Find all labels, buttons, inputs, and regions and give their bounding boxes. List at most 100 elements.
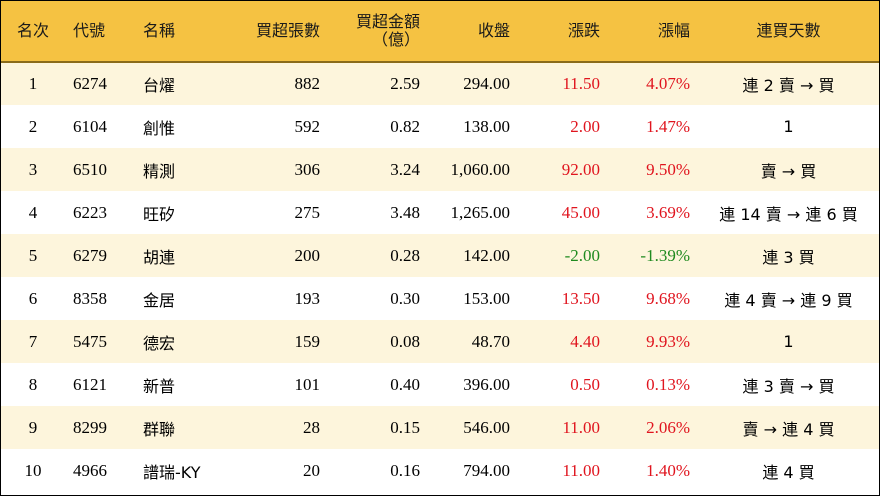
table-header-row: 名次 代號 名稱 買超張數 買超金額 （億） 收盤 漲跌 漲幅 連買天數 xyxy=(1,1,879,63)
cell-net-buy-lots: 20 xyxy=(303,460,320,480)
cell-change-pct: 0.13% xyxy=(646,374,690,394)
table-row[interactable]: 4 6223 旺矽 275 3.48 1,265.00 45.00 3.69% … xyxy=(1,191,879,234)
cell-streak: 連 14 賣 → 連 6 買 xyxy=(719,204,858,224)
cell-code: 5475 xyxy=(73,331,107,351)
cell-rank: 5 xyxy=(28,245,38,265)
cell-change: 92.00 xyxy=(561,159,600,179)
cell-change: 4.40 xyxy=(570,331,600,351)
cell-change: 13.50 xyxy=(561,288,600,308)
cell-streak: 連 2 賣 → 買 xyxy=(742,76,835,95)
header-change-pct[interactable]: 漲幅 xyxy=(608,1,698,63)
cell-net-buy-lots: 193 xyxy=(294,288,321,308)
cell-name: 胡連 xyxy=(143,247,176,267)
cell-streak: 連 3 賣 → 買 xyxy=(742,376,835,396)
header-net-buy-amount-line1: 買超金額 xyxy=(355,12,420,31)
cell-net-buy-amount: 3.48 xyxy=(390,202,420,222)
cell-code: 6279 xyxy=(73,245,107,265)
cell-change-pct: 3.69% xyxy=(646,202,690,222)
table-row[interactable]: 7 5475 德宏 159 0.08 48.70 4.40 9.93% 1 xyxy=(1,320,879,363)
cell-net-buy-amount: 3.24 xyxy=(390,159,420,179)
table-row[interactable]: 2 6104 創惟 592 0.82 138.00 2.00 1.47% 1 xyxy=(1,105,879,148)
table-row[interactable]: 9 8299 群聯 28 0.15 546.00 11.00 2.06% 賣 →… xyxy=(1,406,879,449)
cell-rank: 8 xyxy=(28,374,38,394)
cell-close: 153.00 xyxy=(463,288,510,308)
cell-code: 6274 xyxy=(73,74,107,93)
cell-code: 6223 xyxy=(73,202,107,222)
cell-rank: 1 xyxy=(28,74,38,93)
cell-change: 11.00 xyxy=(562,460,600,480)
cell-net-buy-lots: 200 xyxy=(294,245,321,265)
cell-code: 6510 xyxy=(73,159,107,179)
header-streak[interactable]: 連買天數 xyxy=(698,1,879,63)
cell-rank: 6 xyxy=(28,288,38,308)
cell-rank: 3 xyxy=(28,159,38,179)
cell-change: 11.00 xyxy=(562,417,600,437)
table-row[interactable]: 6 8358 金居 193 0.30 153.00 13.50 9.68% 連 … xyxy=(1,277,879,320)
cell-rank: 4 xyxy=(28,202,38,222)
cell-net-buy-lots: 101 xyxy=(294,374,321,394)
cell-name: 群聯 xyxy=(143,419,176,439)
cell-rank: 9 xyxy=(28,417,38,437)
cell-net-buy-amount: 0.16 xyxy=(390,460,420,480)
cell-close: 138.00 xyxy=(463,116,510,136)
table-row[interactable]: 1 6274 台燿 882 2.59 294.00 11.50 4.07% 連 … xyxy=(1,62,879,105)
table-row[interactable]: 5 6279 胡連 200 0.28 142.00 -2.00 -1.39% 連… xyxy=(1,234,879,277)
cell-name: 金居 xyxy=(143,290,176,310)
cell-rank: 7 xyxy=(28,331,38,351)
table-row[interactable]: 10 4966 譜瑞-KY 20 0.16 794.00 11.00 1.40%… xyxy=(1,449,879,492)
cell-rank: 10 xyxy=(24,460,42,480)
cell-code: 8358 xyxy=(73,288,107,308)
cell-change-pct: 4.07% xyxy=(646,74,690,93)
header-change[interactable]: 漲跌 xyxy=(518,1,608,63)
cell-streak: 連 3 買 xyxy=(762,247,815,267)
cell-net-buy-lots: 306 xyxy=(294,159,321,179)
cell-code: 6104 xyxy=(73,116,107,136)
cell-change: -2.00 xyxy=(564,245,600,265)
cell-change-pct: 9.68% xyxy=(646,288,690,308)
cell-streak: 連 4 賣 → 連 9 買 xyxy=(724,290,853,310)
table-row[interactable]: 8 6121 新普 101 0.40 396.00 0.50 0.13% 連 3… xyxy=(1,363,879,406)
cell-net-buy-amount: 0.82 xyxy=(390,116,420,136)
cell-net-buy-lots: 275 xyxy=(294,202,321,222)
cell-change-pct: 1.40% xyxy=(646,460,690,480)
cell-streak: 1 xyxy=(783,332,794,351)
cell-net-buy-lots: 159 xyxy=(294,331,321,351)
header-net-buy-lots[interactable]: 買超張數 xyxy=(235,1,328,63)
cell-change: 45.00 xyxy=(561,202,600,222)
cell-rank: 2 xyxy=(28,116,38,136)
cell-net-buy-amount: 0.28 xyxy=(390,245,420,265)
cell-change-pct: -1.39% xyxy=(640,245,690,265)
header-close[interactable]: 收盤 xyxy=(428,1,518,63)
cell-net-buy-amount: 0.40 xyxy=(390,374,420,394)
cell-change: 2.00 xyxy=(570,116,600,136)
cell-close: 1,265.00 xyxy=(450,202,511,222)
cell-streak: 賣 → 買 xyxy=(760,161,817,181)
cell-net-buy-amount: 0.15 xyxy=(390,417,420,437)
cell-net-buy-amount: 0.08 xyxy=(390,331,420,351)
cell-close: 294.00 xyxy=(463,74,510,93)
header-name[interactable]: 名稱 xyxy=(135,1,235,63)
cell-change-pct: 2.06% xyxy=(646,417,690,437)
cell-name: 台燿 xyxy=(143,76,176,95)
table-row[interactable]: 3 6510 精測 306 3.24 1,060.00 92.00 9.50% … xyxy=(1,148,879,191)
cell-close: 1,060.00 xyxy=(450,159,511,179)
cell-close: 142.00 xyxy=(463,245,510,265)
cell-name: 譜瑞-KY xyxy=(143,462,201,482)
cell-name: 創惟 xyxy=(143,118,176,138)
cell-net-buy-lots: 28 xyxy=(303,417,320,437)
cell-code: 4966 xyxy=(73,460,107,480)
cell-net-buy-amount: 0.30 xyxy=(390,288,420,308)
cell-change-pct: 9.93% xyxy=(646,331,690,351)
cell-code: 6121 xyxy=(73,374,107,394)
header-net-buy-amount[interactable]: 買超金額 （億） xyxy=(328,1,428,63)
cell-change-pct: 1.47% xyxy=(646,116,690,136)
cell-code: 8299 xyxy=(73,417,107,437)
header-rank[interactable]: 名次 xyxy=(1,1,65,63)
header-code[interactable]: 代號 xyxy=(65,1,135,63)
cell-change-pct: 9.50% xyxy=(646,159,690,179)
cell-close: 546.00 xyxy=(463,417,510,437)
cell-name: 精測 xyxy=(143,161,176,181)
cell-streak: 連 4 買 xyxy=(762,462,815,482)
